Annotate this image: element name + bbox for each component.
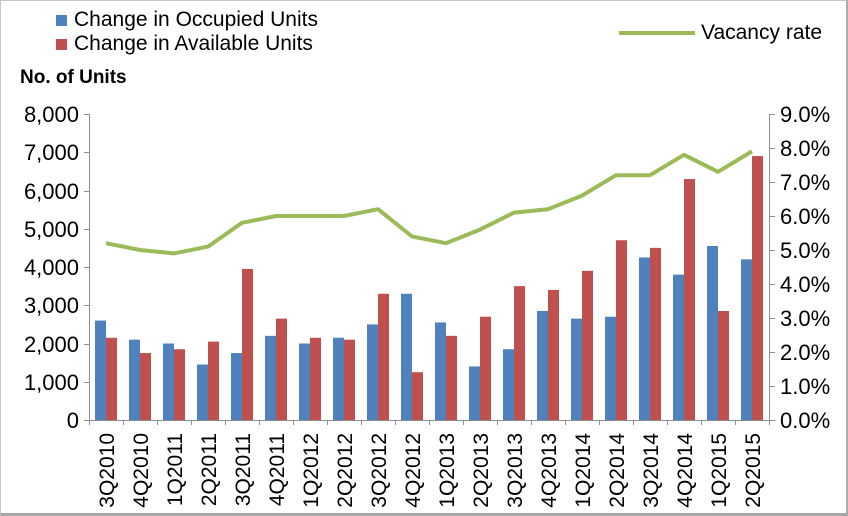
legend-item-vacancy: Vacancy rate — [619, 22, 822, 44]
right-axis-tick-label: 5.0% — [780, 238, 830, 263]
x-axis-category-label: 4Q2014 — [674, 433, 697, 508]
x-axis-category-label: 2Q2015 — [742, 433, 765, 508]
right-axis-tick-label: 8.0% — [780, 136, 830, 161]
bar-available-1Q2011 — [174, 349, 185, 420]
vacancy-legend-line-icon — [619, 31, 695, 35]
x-axis-category-label: 2Q2013 — [470, 433, 493, 508]
x-axis-category-label: 3Q2010 — [96, 433, 119, 508]
left-axis-tick-label: 6,000 — [24, 179, 79, 204]
x-axis-category-label: 1Q2014 — [572, 433, 595, 508]
left-axis-tick-label: 1,000 — [24, 370, 79, 395]
bar-occupied-4Q2011 — [265, 335, 276, 420]
right-axis-tick-label: 3.0% — [780, 306, 830, 331]
x-axis-category-label: 2Q2012 — [334, 433, 357, 508]
bar-occupied-4Q2010 — [129, 339, 140, 420]
left-axis-title: No. of Units — [20, 67, 127, 88]
bar-occupied-1Q2013 — [435, 322, 446, 420]
bar-available-2Q2011 — [208, 341, 219, 420]
bar-available-1Q2015 — [718, 310, 729, 420]
bar-occupied-3Q2011 — [231, 353, 242, 420]
bar-available-4Q2010 — [140, 353, 151, 420]
x-axis-category-label: 1Q2015 — [708, 433, 731, 508]
left-axis-tick-label: 7,000 — [24, 140, 79, 165]
left-axis-tick-label: 4,000 — [24, 255, 79, 280]
right-axis-tick-label: 7.0% — [780, 170, 830, 195]
right-axis-tick-label: 6.0% — [780, 204, 830, 229]
bar-available-3Q2014 — [650, 247, 661, 420]
x-axis-category-label: 3Q2012 — [368, 433, 391, 508]
bar-available-3Q2010 — [106, 337, 117, 420]
right-axis-tick-label: 9.0% — [780, 102, 830, 127]
x-axis-category-label: 1Q2012 — [300, 433, 323, 508]
bar-occupied-2Q2012 — [333, 337, 344, 420]
bar-occupied-2Q2014 — [605, 316, 616, 420]
bar-occupied-2Q2015 — [741, 259, 752, 420]
available-legend-swatch-icon — [56, 38, 67, 50]
left-axis-tick-label: 3,000 — [24, 293, 79, 318]
bar-occupied-4Q2012 — [401, 293, 412, 420]
x-axis-category-label: 1Q2013 — [436, 433, 459, 508]
x-axis-category-label: 4Q2011 — [266, 433, 289, 506]
bar-available-2Q2014 — [616, 240, 627, 420]
bar-occupied-4Q2013 — [537, 310, 548, 420]
bar-available-2Q2012 — [344, 339, 355, 420]
x-axis-category-label: 4Q2010 — [130, 433, 153, 508]
x-axis-category-label: 3Q2013 — [504, 433, 527, 508]
left-axis-tick-label: 2,000 — [24, 332, 79, 357]
x-axis-category-label: 2Q2014 — [606, 433, 629, 508]
bar-available-4Q2014 — [684, 179, 695, 420]
bar-occupied-3Q2012 — [367, 324, 378, 420]
x-axis-category-label: 1Q2011 — [164, 433, 187, 506]
legend-item-available: Change in Available Units — [56, 33, 313, 55]
bar-occupied-2Q2011 — [197, 364, 208, 420]
left-axis-tick-label: 8,000 — [24, 102, 79, 127]
legend-label-vacancy: Vacancy rate — [701, 21, 823, 44]
bar-occupied-3Q2013 — [503, 349, 514, 420]
right-axis-tick-label: 0.0% — [780, 408, 830, 433]
bar-available-3Q2012 — [378, 293, 389, 420]
bar-available-4Q2013 — [548, 289, 559, 420]
bar-occupied-1Q2015 — [707, 245, 718, 420]
bar-occupied-4Q2014 — [673, 274, 684, 420]
bar-available-2Q2013 — [480, 316, 491, 420]
bar-available-4Q2011 — [276, 318, 287, 420]
vacancy-rate-line — [105, 149, 754, 256]
right-axis-tick-label: 2.0% — [780, 340, 830, 365]
bar-available-3Q2011 — [242, 268, 253, 420]
x-axis-category-label: 2Q2011 — [198, 433, 221, 506]
bar-occupied-3Q2010 — [95, 320, 106, 420]
right-axis-tick-label: 4.0% — [780, 272, 830, 297]
legend-label-occupied: Change in Occupied Units — [74, 8, 318, 31]
legend-item-occupied: Change in Occupied Units — [56, 9, 318, 31]
x-axis-category-label: 3Q2011 — [232, 433, 255, 506]
bar-available-3Q2013 — [514, 286, 525, 420]
bar-available-1Q2014 — [582, 270, 593, 420]
legend-label-available: Change in Available Units — [74, 32, 313, 55]
x-axis-category-label: 3Q2014 — [640, 433, 663, 508]
bar-occupied-1Q2014 — [571, 318, 582, 420]
bar-occupied-1Q2011 — [163, 343, 174, 420]
bar-occupied-3Q2014 — [639, 257, 650, 420]
x-axis-category-label: 4Q2013 — [538, 433, 561, 508]
bar-available-1Q2013 — [446, 335, 457, 420]
right-axis-tick-label: 1.0% — [780, 374, 830, 399]
bar-available-4Q2012 — [412, 372, 423, 420]
bar-available-1Q2012 — [310, 337, 321, 420]
left-axis-tick-label: 5,000 — [24, 217, 79, 242]
left-axis-tick-label: 0 — [67, 408, 79, 433]
bar-available-2Q2015 — [752, 156, 763, 420]
x-axis-category-label: 4Q2012 — [402, 433, 425, 508]
bar-occupied-2Q2013 — [469, 366, 480, 420]
bar-occupied-1Q2012 — [299, 343, 310, 420]
occupied-legend-swatch-icon — [56, 14, 67, 26]
